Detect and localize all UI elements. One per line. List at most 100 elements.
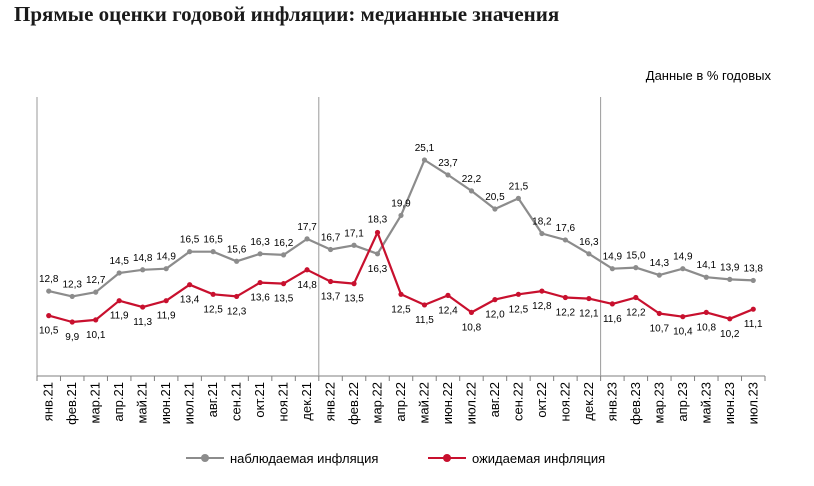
point-observed <box>46 288 52 294</box>
x-tick-label: июн.22 <box>440 382 455 424</box>
point-expected <box>374 229 381 236</box>
chart-title: Прямые оценки годовой инфляции: медианны… <box>14 2 560 26</box>
x-tick-label: июл.23 <box>745 382 760 424</box>
data-label-expected: 11,9 <box>110 311 129 322</box>
data-label-expected: 12,5 <box>509 304 529 315</box>
point-observed <box>257 251 263 257</box>
data-label-observed: 16,2 <box>274 238 294 249</box>
data-label-observed: 17,7 <box>297 222 317 233</box>
point-expected <box>351 281 357 287</box>
x-tick-label: окт.22 <box>534 382 549 418</box>
point-expected <box>539 288 545 294</box>
data-label-expected: 12,2 <box>626 307 646 318</box>
point-expected <box>163 298 169 304</box>
x-tick-label: апр.21 <box>111 382 126 422</box>
x-tick-label: июн.23 <box>722 382 737 424</box>
data-label-observed: 16,3 <box>250 237 270 248</box>
data-label-observed: 16,3 <box>368 264 388 275</box>
point-observed <box>210 249 216 255</box>
point-expected <box>633 294 639 301</box>
point-observed <box>515 195 522 201</box>
data-label-expected: 14,8 <box>297 280 317 291</box>
x-tick-label: янв.23 <box>604 382 619 421</box>
x-tick-label: сен.21 <box>229 382 244 421</box>
data-label-expected: 13,5 <box>274 294 294 305</box>
x-tick-label: авг.21 <box>205 382 220 417</box>
point-observed <box>374 251 381 257</box>
x-tick-label: авг.22 <box>487 382 502 417</box>
data-label-expected: 12,8 <box>532 301 552 312</box>
data-label-expected: 11,3 <box>133 317 152 328</box>
legend: наблюдаемая инфляция ожидаемая инфляция <box>0 446 814 470</box>
point-observed <box>609 266 615 272</box>
x-tick-label: янв.21 <box>41 382 56 421</box>
point-expected <box>327 278 334 285</box>
point-expected <box>609 301 615 307</box>
data-label-observed: 12,3 <box>62 279 82 290</box>
data-label-expected: 11,1 <box>744 319 763 330</box>
data-label-expected: 11,6 <box>603 314 622 325</box>
data-label-expected: 13,7 <box>321 292 341 303</box>
point-observed <box>727 276 733 282</box>
data-label-observed: 17,1 <box>344 228 364 239</box>
x-tick-label: сен.22 <box>510 382 525 421</box>
point-expected <box>210 291 216 297</box>
point-expected <box>703 309 709 316</box>
line-chart: янв.21 фев.21 мар.21 апр.21 май.21 июн.21 июл.… <box>36 97 766 425</box>
point-expected <box>656 310 662 317</box>
point-expected <box>421 302 428 308</box>
legend-label-observed: наблюдаемая инфляция <box>230 450 379 466</box>
data-label-observed: 23,7 <box>438 158 458 169</box>
data-label-observed: 16,5 <box>203 235 223 246</box>
point-expected <box>116 298 122 304</box>
point-expected <box>304 267 310 273</box>
x-tick-label: янв.22 <box>323 382 338 421</box>
point-expected <box>234 293 240 300</box>
data-label-expected: 12,2 <box>556 307 576 318</box>
data-label-expected: 13,4 <box>180 295 200 306</box>
data-label-observed: 12,8 <box>39 274 59 285</box>
point-expected <box>280 281 287 287</box>
series-line-observed <box>48 158 754 298</box>
x-tick-label: дек.22 <box>581 382 596 421</box>
data-label-observed: 25,1 <box>415 143 435 154</box>
data-label-observed: 14,1 <box>697 260 717 271</box>
point-observed <box>633 265 639 271</box>
legend-label-expected: ожидаемая инфляция <box>472 450 606 466</box>
x-tick-label: фев.21 <box>64 382 79 425</box>
x-tick-label: май.21 <box>135 382 150 424</box>
data-label-observed: 21,5 <box>509 181 529 192</box>
data-label-observed: 15,6 <box>227 244 247 255</box>
data-label-expected: 12,4 <box>438 305 458 316</box>
point-observed <box>187 249 193 255</box>
data-label-expected: 12,5 <box>391 304 411 315</box>
data-label-observed: 14,9 <box>156 252 176 263</box>
x-tick-label: фев.23 <box>628 382 643 425</box>
point-observed <box>140 267 146 273</box>
point-expected <box>680 314 686 320</box>
x-tick-label: апр.22 <box>393 382 408 422</box>
data-label-expected: 11,5 <box>415 315 434 326</box>
point-observed <box>562 237 568 243</box>
x-tick-label: июл.22 <box>463 382 478 424</box>
data-label-observed: 14,5 <box>109 256 129 267</box>
data-label-observed: 14,8 <box>133 253 153 264</box>
data-label-observed: 15,0 <box>626 251 646 262</box>
x-tick-label: дек.21 <box>299 382 314 421</box>
data-label-expected: 10,8 <box>462 322 482 333</box>
point-observed <box>93 289 99 295</box>
point-observed <box>69 293 75 300</box>
x-tick-label: мар.22 <box>370 382 385 423</box>
point-observed <box>351 242 357 248</box>
x-tick-label: ноя.22 <box>557 382 572 422</box>
point-expected <box>257 279 263 286</box>
point-observed <box>421 157 428 163</box>
data-label-expected: 10,2 <box>720 329 740 340</box>
data-label-expected: 12,0 <box>485 310 505 321</box>
point-observed <box>163 266 169 272</box>
data-label-observed: 12,7 <box>86 275 106 286</box>
data-label-expected: 18,3 <box>368 214 388 225</box>
data-label-expected: 12,5 <box>203 304 223 315</box>
data-label-expected: 12,1 <box>579 309 599 320</box>
x-tick-label: май.22 <box>416 382 431 424</box>
